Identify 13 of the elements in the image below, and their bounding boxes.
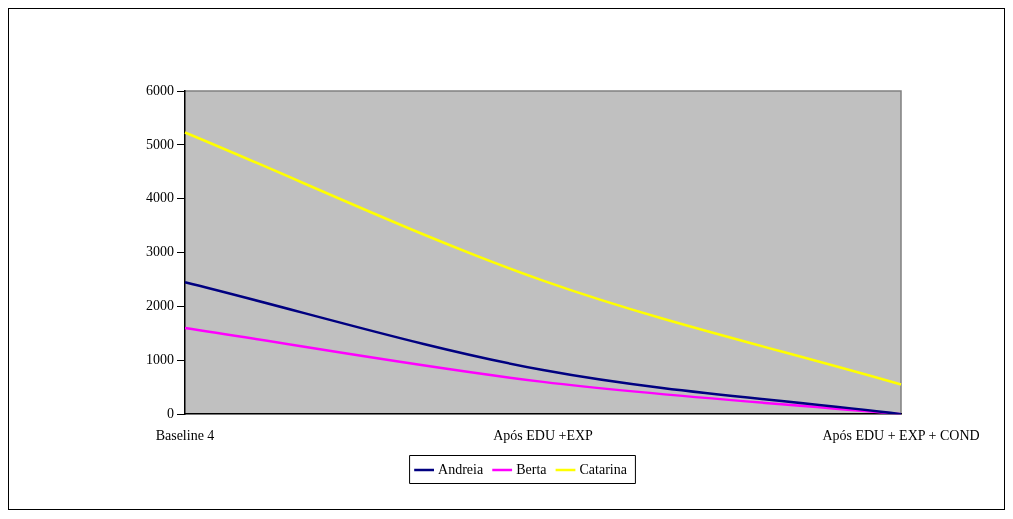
x-tick-label: Após EDU + EXP + COND — [822, 428, 980, 444]
x-tick-label: Após EDU +EXP — [493, 428, 594, 444]
x-tick-label: Baseline 4 — [155, 428, 215, 444]
y-tick-label: 2000 — [146, 298, 174, 314]
legend-label: Catarina — [579, 461, 628, 477]
y-tick-label: 6000 — [146, 82, 174, 98]
legend-label: Berta — [516, 461, 548, 477]
y-tick-label: 4000 — [146, 190, 174, 206]
y-tick-label: 5000 — [146, 136, 174, 152]
y-tick-label: 3000 — [146, 244, 174, 260]
legend-label: Andreia — [438, 461, 484, 477]
y-tick-label: 1000 — [146, 352, 174, 368]
y-tick-label: 0 — [167, 405, 174, 421]
